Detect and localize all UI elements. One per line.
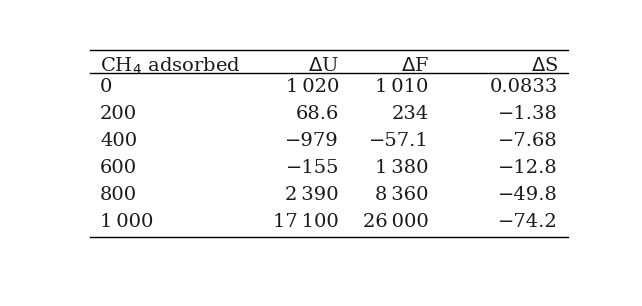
Text: 1 000: 1 000 xyxy=(100,213,153,231)
Text: −74.2: −74.2 xyxy=(498,213,558,231)
Text: 26 000: 26 000 xyxy=(363,213,429,231)
Text: −155: −155 xyxy=(286,159,339,177)
Text: $\Delta$U: $\Delta$U xyxy=(308,57,339,75)
Text: 1 380: 1 380 xyxy=(375,159,429,177)
Text: 0.0833: 0.0833 xyxy=(489,78,558,96)
Text: −49.8: −49.8 xyxy=(498,186,558,204)
Text: 8 360: 8 360 xyxy=(375,186,429,204)
Text: 2 390: 2 390 xyxy=(285,186,339,204)
Text: −12.8: −12.8 xyxy=(498,159,558,177)
Text: 234: 234 xyxy=(391,105,429,123)
Text: $\Delta$F: $\Delta$F xyxy=(401,57,429,75)
Text: 68.6: 68.6 xyxy=(295,105,339,123)
Text: CH$_4$ adsorbed: CH$_4$ adsorbed xyxy=(100,55,241,77)
Text: 200: 200 xyxy=(100,105,137,123)
Text: 600: 600 xyxy=(100,159,137,177)
Text: −979: −979 xyxy=(285,132,339,150)
Text: −7.68: −7.68 xyxy=(498,132,558,150)
Text: 1 010: 1 010 xyxy=(375,78,429,96)
Text: 1 020: 1 020 xyxy=(286,78,339,96)
Text: 0: 0 xyxy=(100,78,112,96)
Text: 400: 400 xyxy=(100,132,137,150)
Text: $\Delta$S: $\Delta$S xyxy=(531,57,558,75)
Text: 17 100: 17 100 xyxy=(273,213,339,231)
Text: 800: 800 xyxy=(100,186,137,204)
Text: −1.38: −1.38 xyxy=(498,105,558,123)
Text: −57.1: −57.1 xyxy=(369,132,429,150)
